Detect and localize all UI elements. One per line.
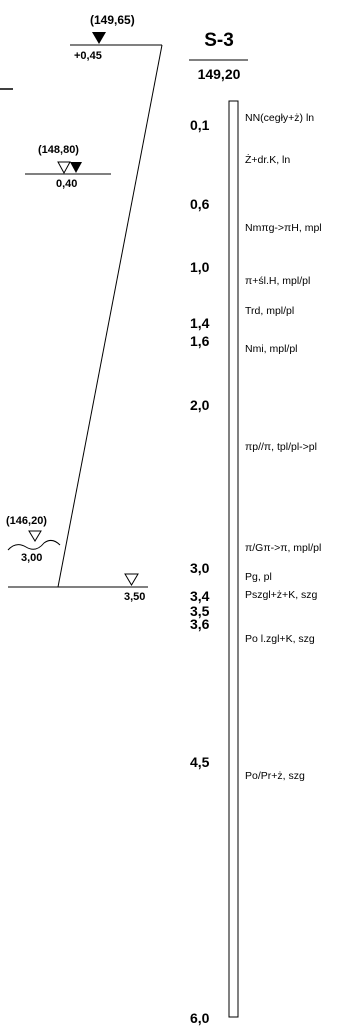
water-level-2-elevation: (148,80): [38, 144, 79, 156]
depth-label: 6,0: [190, 1010, 210, 1026]
depth-label: 3,6: [190, 616, 210, 632]
water-level-3-depth: 3,00: [21, 552, 42, 564]
water-level-3: (146,20) 3,00: [6, 515, 61, 564]
borehole-name: S-3: [204, 30, 234, 51]
hollow-triangle-icon: [124, 573, 139, 586]
depth-label: 1,6: [190, 333, 210, 349]
layer-labels: NN(cegły+ż) ln Ż+dr.K, ln Nmπg->πH, mpl …: [245, 112, 322, 782]
layer-label: π+śl.H, mpl/pl: [245, 275, 310, 287]
layer-label: Nmπg->πH, mpl: [245, 222, 322, 234]
water-level-1-depth: +0,45: [74, 50, 102, 62]
filled-triangle-icon: [70, 162, 82, 173]
filled-triangle-icon: [92, 32, 106, 44]
depth-label: 1,4: [190, 315, 210, 331]
depth-label: 3,0: [190, 560, 210, 576]
layer-label: NN(cegły+ż) ln: [245, 112, 314, 124]
wave-icon: [7, 539, 61, 551]
borehole-ordinate: 149,20: [198, 66, 241, 82]
hollow-triangle-icon: [57, 161, 71, 175]
layer-label: Po l.zgl+K, szg: [245, 633, 315, 645]
layer-label: Trd, mpl/pl: [245, 305, 294, 317]
layer-label: Pszgl+ż+K, szg: [245, 589, 318, 601]
water-level-4-depth: 3,50: [124, 591, 145, 603]
depth-label: 0,1: [190, 117, 210, 133]
layer-label: πp//π, tpl/pl->pl: [245, 441, 317, 453]
water-level-3-elevation: (146,20): [6, 515, 47, 527]
water-level-2-depth: 0,40: [56, 178, 77, 190]
layer-label: Po/Pr+ż, szg: [245, 770, 305, 782]
layer-label: Nmi, mpl/pl: [245, 343, 298, 355]
depth-label: 2,0: [190, 397, 210, 413]
slope-line: [57, 44, 163, 588]
water-level-4: 3,50: [8, 573, 148, 603]
depth-label: 4,5: [190, 754, 210, 770]
depth-label: 3,5: [190, 603, 210, 619]
depth-label: 1,0: [190, 259, 210, 275]
water-level-2: (148,80) 0,40: [25, 144, 111, 190]
water-level-1: (149,65) +0,45: [70, 13, 162, 62]
layer-label: Ż+dr.K, ln: [245, 153, 290, 166]
layer-label: Pg, pl: [245, 571, 272, 583]
hollow-triangle-icon: [28, 530, 42, 542]
water-level-1-elevation: (149,65): [90, 13, 135, 27]
layer-label: π/Gπ->π, mpl/pl: [245, 542, 321, 554]
depth-labels: 0,1 0,6 1,0 1,4 1,6 2,0 3,0 3,4 3,5 3,6 …: [190, 117, 210, 1026]
depth-label: 0,6: [190, 196, 210, 212]
borehole-column: [228, 100, 239, 1018]
borehole-header: S-3 149,20: [189, 30, 248, 82]
depth-label: 3,4: [190, 588, 210, 604]
